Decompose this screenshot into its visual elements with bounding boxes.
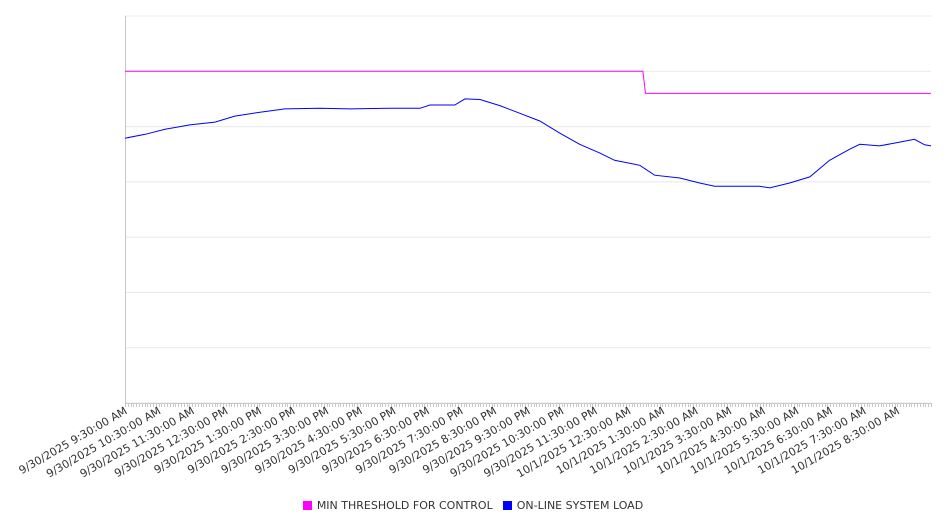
line-chart: 9/30/2025 9:30:00 AM9/30/2025 10:30:00 A… [17,15,932,481]
legend-item-threshold[interactable]: MIN THRESHOLD FOR CONTROL [302,499,493,512]
legend-label-load: ON-LINE SYSTEM LOAD [516,499,644,512]
legend-swatch-threshold [302,501,312,510]
legend-swatch-load [502,501,512,510]
legend-label-threshold: MIN THRESHOLD FOR CONTROL [316,499,493,512]
legend-item-load[interactable]: ON-LINE SYSTEM LOAD [502,499,644,512]
legend: MIN THRESHOLD FOR CONTROL ON-LINE SYSTEM… [0,499,946,512]
series-line-system-load [124,98,932,189]
series-line-threshold [125,70,931,94]
